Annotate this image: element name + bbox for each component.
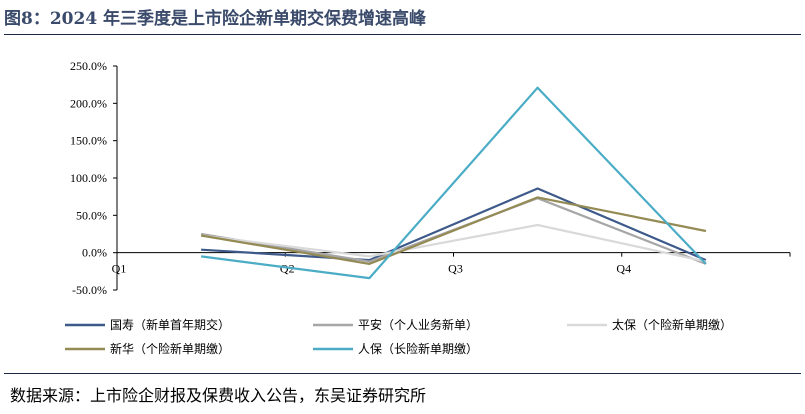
y-tick-label: 200.0% xyxy=(70,96,107,110)
x-tick-label: Q4 xyxy=(616,262,631,276)
x-tick-label: Q3 xyxy=(448,262,463,276)
source-note: 数据来源：上市险企财报及保费收入公告，东吴证券研究所 xyxy=(10,386,427,405)
x-tick-label: Q2 xyxy=(280,262,295,276)
title-divider xyxy=(4,34,801,35)
figure-title: 图8：2024 年三季度是上市险企新单期交保费增速高峰 xyxy=(4,9,427,29)
legend-label: 太保（个险新单期缴） xyxy=(612,317,732,332)
y-tick-label: -50.0% xyxy=(72,283,107,297)
series-line xyxy=(201,187,707,262)
x-tick-label: Q1 xyxy=(112,262,127,276)
y-tick-label: 0.0% xyxy=(82,246,107,260)
series-line xyxy=(200,196,707,265)
legend-label: 平安（个人业务新单） xyxy=(358,317,478,332)
series-line xyxy=(200,223,707,263)
y-tick-label: 250.0% xyxy=(70,59,107,73)
legend-label: 新华（个险新单期缴） xyxy=(110,341,230,356)
source-divider xyxy=(4,373,801,374)
y-tick-label: 100.0% xyxy=(70,171,107,185)
y-tick-label: 150.0% xyxy=(70,134,107,148)
legend-label: 人保（长险新单期缴） xyxy=(358,341,478,356)
y-tick-label: 50.0% xyxy=(76,208,107,222)
legend-label: 国寿（新单首年期交） xyxy=(110,317,230,332)
series-line xyxy=(200,86,707,280)
